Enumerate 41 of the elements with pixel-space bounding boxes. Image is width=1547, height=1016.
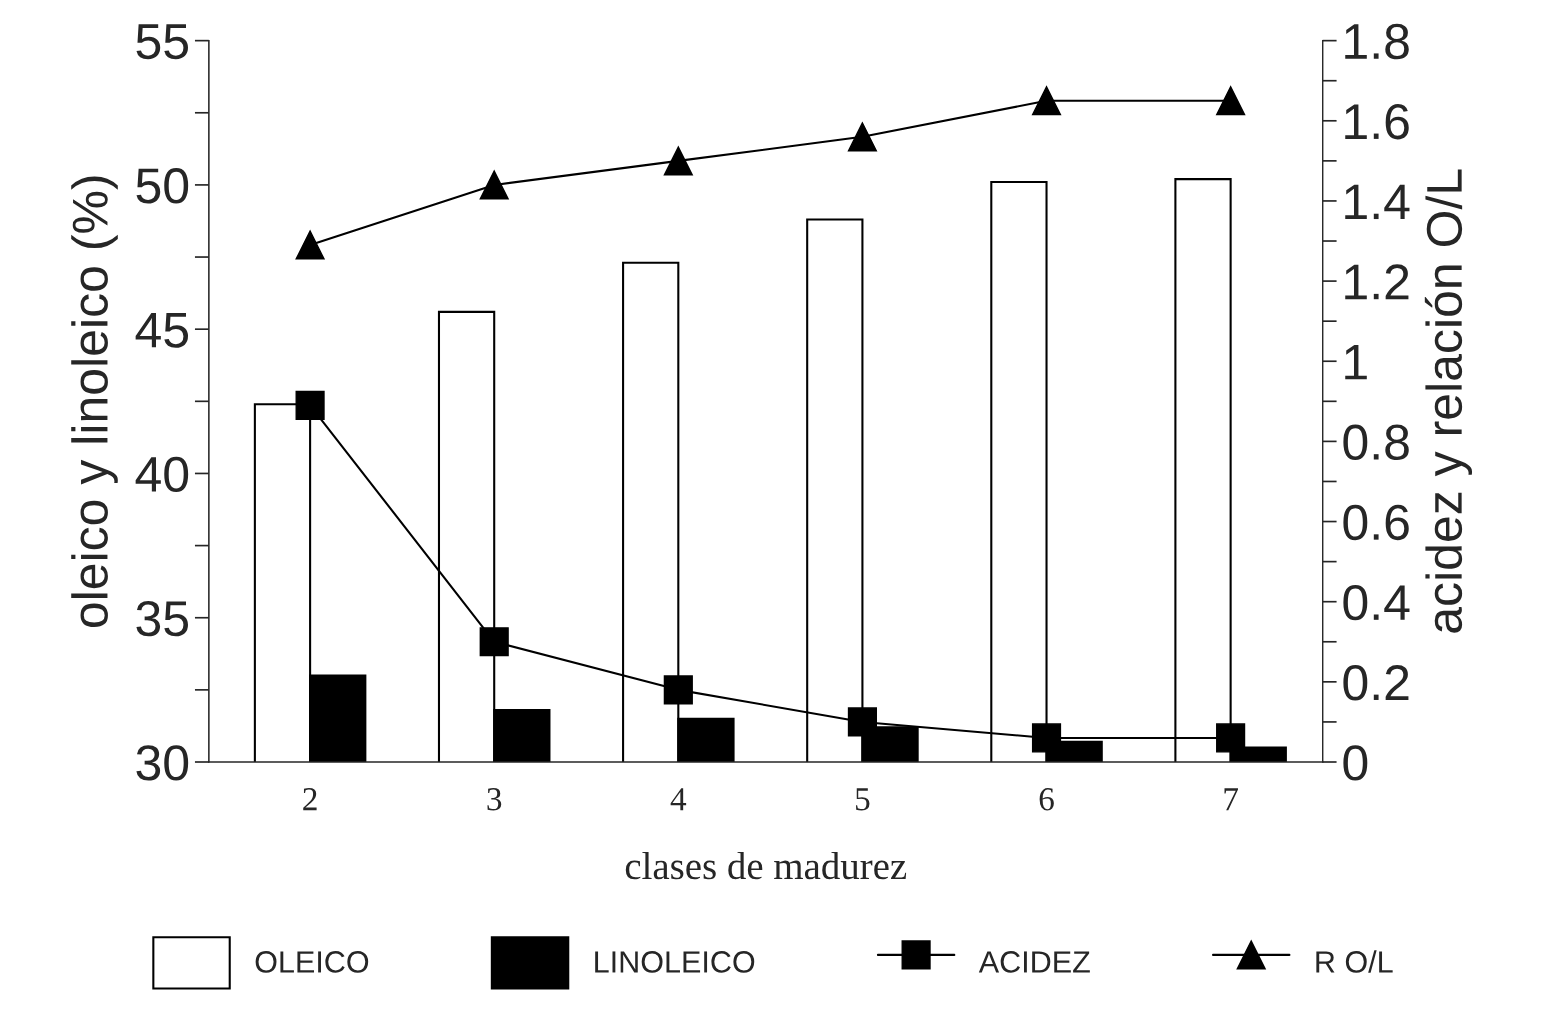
point <box>663 675 693 705</box>
point <box>479 170 509 200</box>
point <box>1031 86 1062 116</box>
y2-axis-title: acidez y relación O/L <box>1424 169 1473 633</box>
point <box>479 627 509 657</box>
point <box>295 390 325 420</box>
point <box>295 230 325 260</box>
point <box>847 707 878 737</box>
point <box>1216 86 1246 116</box>
legend-label: OLEICO <box>255 951 369 973</box>
y-axis-title: oleico y linoleico (%) <box>71 176 118 628</box>
y2-tick-label: 1.4 <box>1345 184 1410 220</box>
x-tick-label: 7 <box>1224 788 1239 811</box>
x-tick-label: 4 <box>670 788 687 811</box>
point <box>1216 723 1246 753</box>
x-tick-label: 5 <box>856 788 870 811</box>
y2-tick-label: 0.4 <box>1343 584 1410 621</box>
point <box>847 122 878 152</box>
y-tick-label: 40 <box>135 456 189 493</box>
y2-tick-label: 1 <box>1345 344 1367 380</box>
point <box>1031 723 1062 753</box>
x-axis-title: clases de madurez <box>625 851 907 880</box>
y2-tick-label: 1.8 <box>1345 23 1409 60</box>
x-tick-label: 3 <box>487 788 502 811</box>
y-tick-label: 50 <box>136 168 189 204</box>
y2-tick-label: 0.8 <box>1343 424 1409 460</box>
y-tick-label: 45 <box>135 312 188 348</box>
y2-tick-label: 1.6 <box>1345 103 1409 140</box>
y-tick-label: 35 <box>136 600 188 637</box>
x-tick-label: 2 <box>303 788 317 811</box>
y2-tick-label: 0.6 <box>1343 504 1409 541</box>
point <box>663 146 693 176</box>
legend-label: ACIDEZ <box>978 951 1090 973</box>
y2-tick-label: 1.2 <box>1345 264 1409 300</box>
x-tick-label: 6 <box>1039 788 1054 811</box>
y2-tick-label: 0 <box>1343 745 1368 781</box>
y-tick-label: 55 <box>136 24 188 60</box>
legend-label: R O/L <box>1316 950 1393 973</box>
legend-label: LINOLEICO <box>595 951 755 973</box>
y2-tick-label: 0.2 <box>1343 665 1409 701</box>
y-tick-label: 30 <box>136 745 189 781</box>
